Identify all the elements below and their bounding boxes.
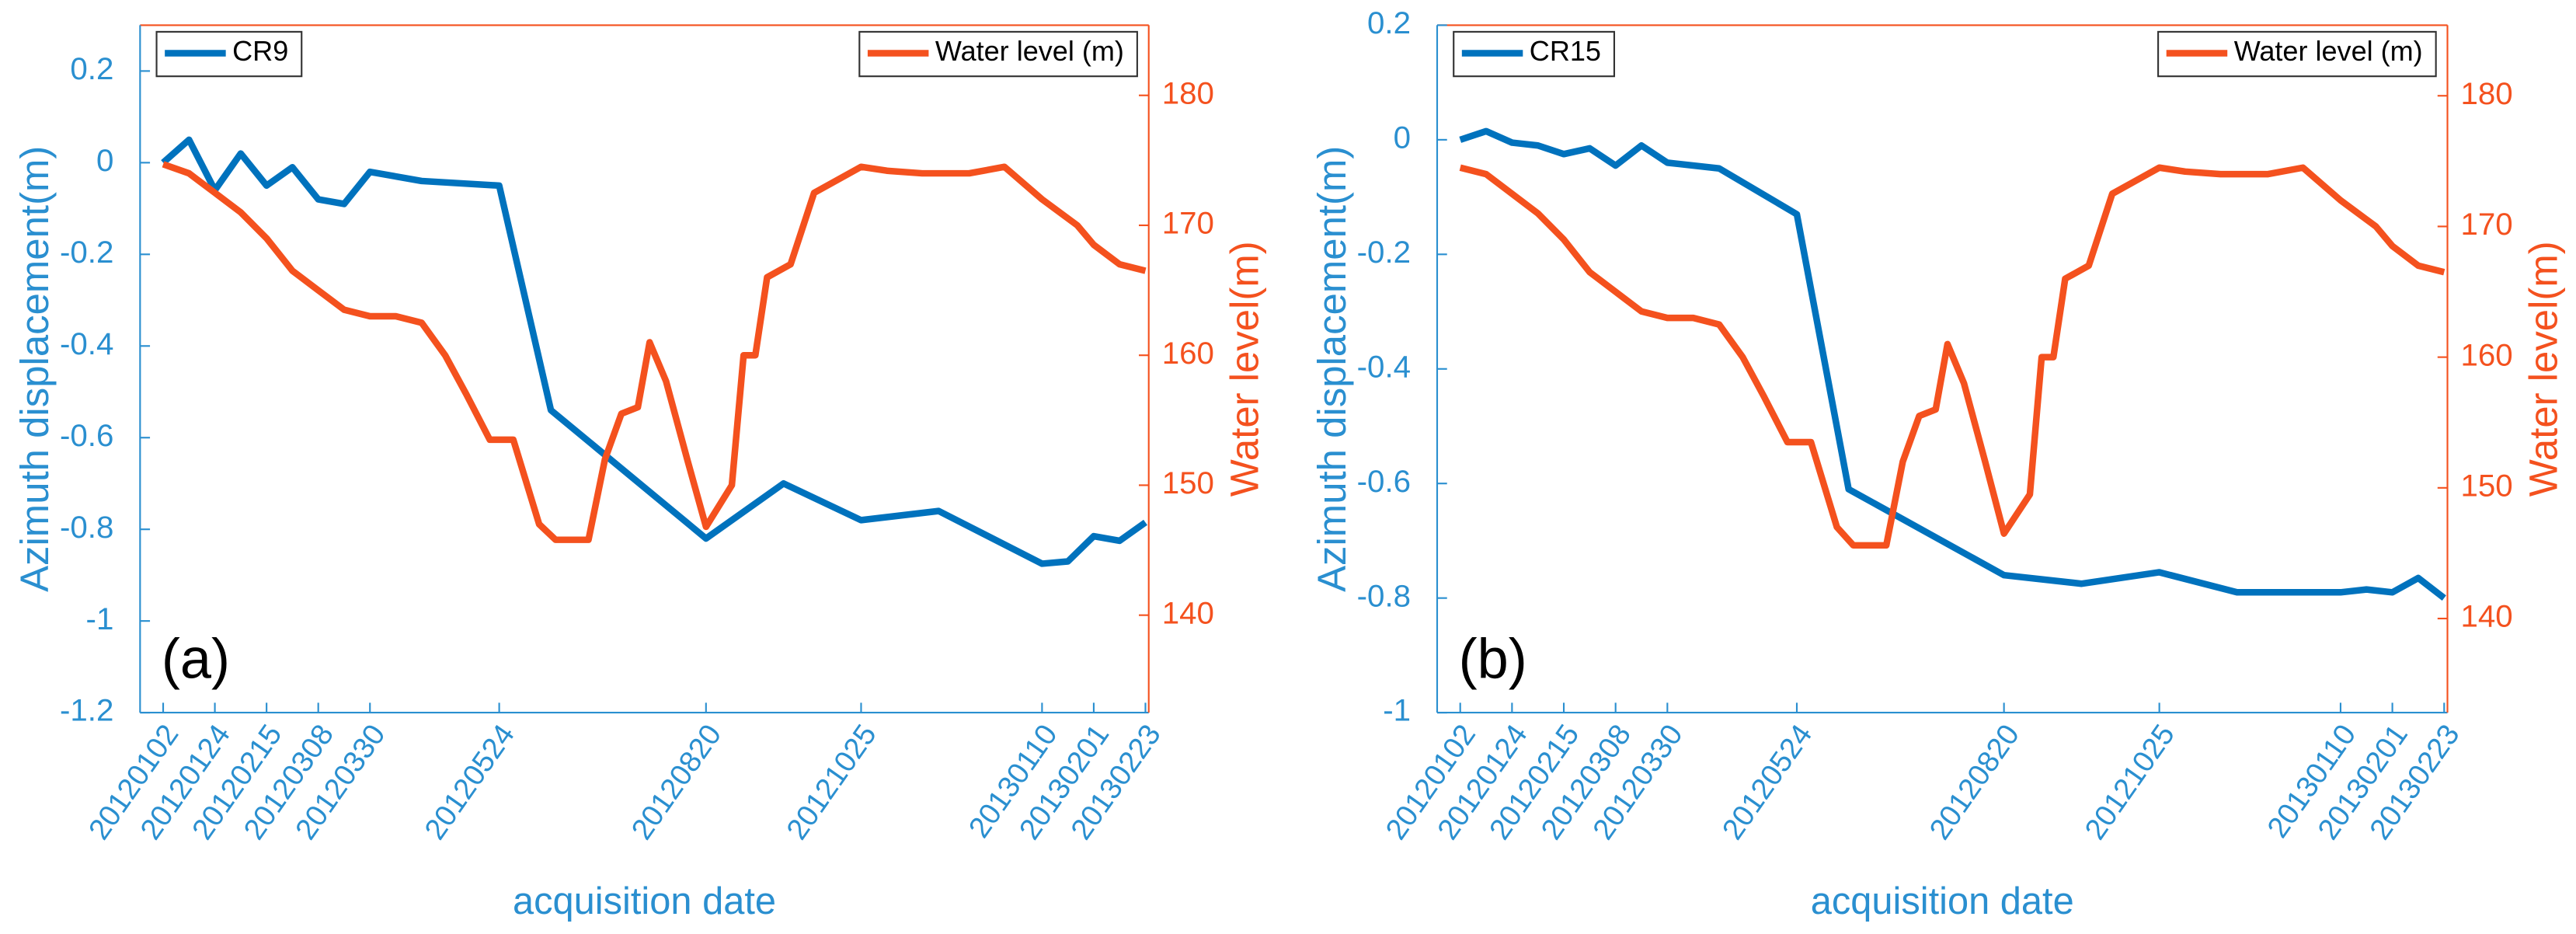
data-line xyxy=(1459,127,2446,601)
y-tick-label: -0.6 xyxy=(1357,464,1411,499)
y-tick-label: -1 xyxy=(86,601,114,636)
y-tick-label: -0.2 xyxy=(1357,235,1411,270)
y2-tick-label: 170 xyxy=(2460,207,2512,242)
y2-axis-label: Water level(m) xyxy=(2521,241,2565,497)
panel: -1 -0.8 -0.6 -0.4 -0.2 0 0.2 140 150 160 170 180 201… xyxy=(1310,5,2565,922)
legend: Water level (m) xyxy=(2157,30,2437,78)
y-tick-label: -0.8 xyxy=(1357,578,1411,613)
panel-label: (a) xyxy=(162,629,230,691)
x-tick-label: 20121025 xyxy=(2078,719,2181,846)
y-tick-label: -0.4 xyxy=(1357,349,1411,384)
x-axis-label: acquisition date xyxy=(513,880,776,922)
x-tick-label: 20120524 xyxy=(1716,719,1819,846)
legend-label: CR9 xyxy=(232,35,288,67)
panel-label: (b) xyxy=(1459,629,1527,691)
y2-tick-label: 140 xyxy=(1162,595,1214,630)
y2-tick-label: 160 xyxy=(1162,336,1214,371)
y2-tick-label: 180 xyxy=(2460,76,2512,111)
y-tick-label: -0.4 xyxy=(60,326,113,361)
x-tick-label: 20120524 xyxy=(418,719,521,846)
y-tick-label: -0.6 xyxy=(60,418,113,453)
legend-label: Water level (m) xyxy=(2234,35,2423,67)
x-tick-label: 20121025 xyxy=(780,719,883,846)
legend: CR15 xyxy=(1453,30,1616,78)
y-tick-label: 0 xyxy=(1394,120,1411,155)
y-tick-label: 0.2 xyxy=(1367,5,1411,40)
y-tick-label: -0.8 xyxy=(60,510,113,545)
y2-tick-label: 140 xyxy=(2460,599,2512,634)
legend: Water level (m) xyxy=(858,30,1138,78)
legend-label: Water level (m) xyxy=(935,35,1124,67)
panel: -1.2 -1 -0.8 -0.6 -0.4 -0.2 0 0.2 140 150 160 170 18… xyxy=(12,24,1266,922)
y-tick-label: 0 xyxy=(96,143,113,178)
data-line xyxy=(162,161,1147,543)
x-tick-label: 20120820 xyxy=(1923,719,2026,846)
data-line xyxy=(161,136,1147,567)
y2-axis-label: Water level(m) xyxy=(1222,241,1266,497)
legend-label: CR15 xyxy=(1530,35,1601,67)
x-tick-label: 20120820 xyxy=(625,719,729,846)
y-tick-label: 0.2 xyxy=(70,51,113,86)
legend: CR9 xyxy=(155,30,303,78)
data-line xyxy=(1459,164,2445,549)
x-axis-label: acquisition date xyxy=(1811,880,2074,922)
y-axis-label: Azimuth displacement(m) xyxy=(1310,146,1354,592)
y2-tick-label: 180 xyxy=(1162,75,1214,110)
y-tick-label: -0.2 xyxy=(60,235,113,270)
y-tick-label: -1 xyxy=(1383,693,1411,728)
y2-tick-label: 150 xyxy=(2460,468,2512,503)
y2-tick-label: 150 xyxy=(1162,465,1214,500)
y2-tick-label: 160 xyxy=(2460,337,2512,372)
y-axis-label: Azimuth displacement(m) xyxy=(12,146,57,592)
y2-tick-label: 170 xyxy=(1162,206,1214,241)
y-tick-label: -1.2 xyxy=(60,693,113,728)
